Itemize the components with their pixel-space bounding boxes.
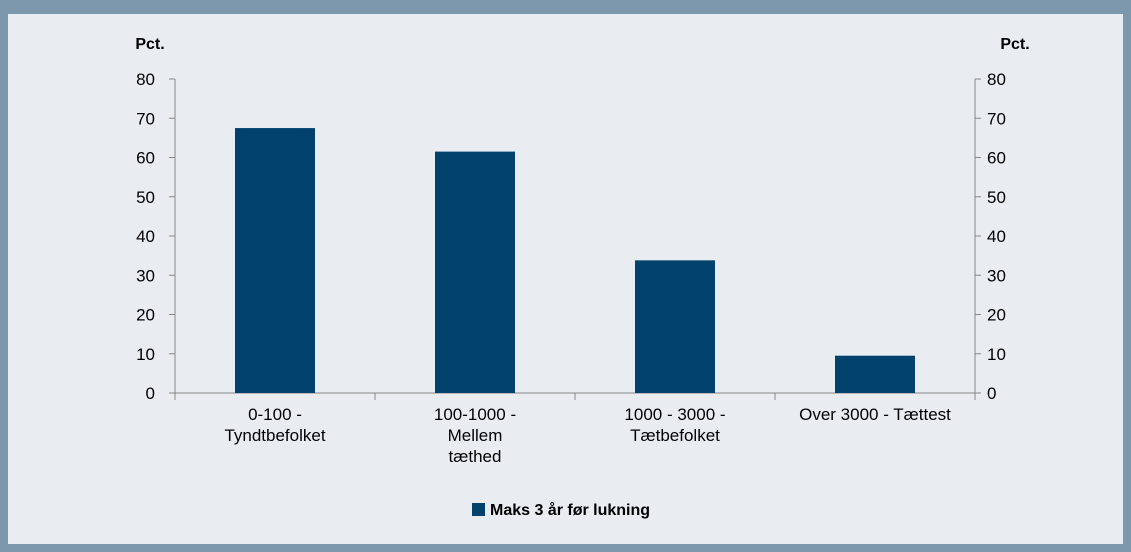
y-axis-unit-left: Pct.: [135, 36, 164, 53]
bar: [635, 260, 715, 393]
x-category-label: Over 3000 - Tættest: [799, 405, 951, 424]
x-category-label-line: 1000 - 3000 -: [624, 405, 725, 424]
y-tick-label-left: 60: [136, 149, 155, 168]
y-tick-label-left: 10: [136, 345, 155, 364]
bar: [835, 355, 915, 393]
x-category-label-line: Over 3000 - Tættest: [799, 405, 951, 424]
legend-swatch: [472, 503, 485, 516]
y-tick-label-left: 0: [146, 384, 155, 403]
x-category-label-line: 100-1000 -: [434, 405, 516, 424]
y-tick-label-left: 30: [136, 266, 155, 285]
y-tick-label-right: 0: [987, 384, 996, 403]
category-labels: 0-100 - Tyndtbefolket 100-1000 - Mellem tæth…: [224, 405, 951, 466]
y-tick-label-left: 80: [136, 70, 155, 89]
legend: Maks 3 år før lukning: [472, 501, 650, 519]
bar: [235, 128, 315, 393]
x-category-label: 1000 - 3000 - Tætbefolket: [624, 405, 725, 445]
axes: 0 0 10 10 20 20 30 30 40 40 50 50 60 60 70 70 80 80: [136, 70, 1006, 403]
y-tick-label-right: 70: [987, 109, 1006, 128]
x-category-label-line: Tyndtbefolket: [224, 426, 325, 445]
y-tick-label-right: 60: [987, 149, 1006, 168]
y-tick-label-left: 40: [136, 227, 155, 246]
x-category-label: 0-100 - Tyndtbefolket: [224, 405, 325, 445]
y-tick-label-right: 20: [987, 306, 1006, 325]
y-tick-label-right: 10: [987, 345, 1006, 364]
bar: [435, 151, 515, 393]
y-tick-label-right: 30: [987, 266, 1006, 285]
x-category-label-line: tæthed: [449, 447, 502, 466]
x-category-label: 100-1000 - Mellem tæthed: [434, 405, 516, 466]
y-tick-label-right: 40: [987, 227, 1006, 246]
x-category-label-line: Tætbefolket: [630, 426, 720, 445]
legend-label: Maks 3 år før lukning: [490, 501, 650, 519]
x-category-label-line: Mellem: [448, 426, 503, 445]
y-axis-unit-right: Pct.: [1000, 36, 1029, 53]
y-tick-label-right: 50: [987, 188, 1006, 207]
y-tick-label-left: 50: [136, 188, 155, 207]
title-band: [8, 0, 1131, 14]
y-tick-label-left: 20: [136, 306, 155, 325]
y-tick-label-right: 80: [987, 70, 1006, 89]
bars: [235, 128, 915, 393]
x-category-label-line: 0-100 -: [248, 405, 302, 424]
y-tick-label-left: 70: [136, 109, 155, 128]
